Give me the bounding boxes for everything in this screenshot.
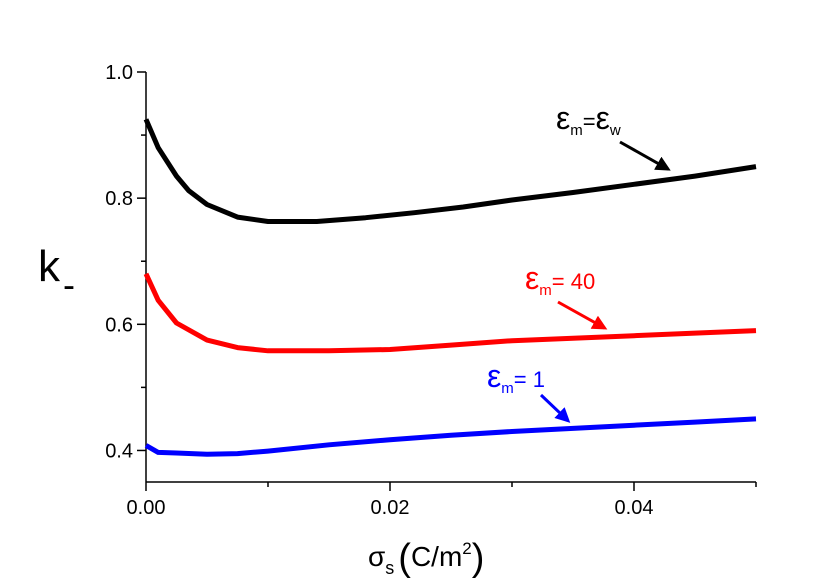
annotation-1: εm=εw [556,100,671,171]
x-axis-label-symbol: σ [368,541,385,572]
series-line-1 [143,118,757,224]
x-axis-label-paren-open: ( [398,537,411,579]
y-axis-label: k- [38,242,75,305]
x-tick-label: 0.04 [615,497,654,519]
y-tick-label: 1.0 [105,62,133,84]
x-axis-label-unit-sup: 2 [462,539,471,558]
y-tick-label: 0.6 [105,314,133,336]
annotation-epsilon: ε [525,260,539,296]
annotation-arrow [539,393,571,423]
annotation-label: εm= 1 [487,358,545,397]
annotation-subscript: m [501,380,514,397]
x-axis-label-paren-close: ) [472,537,485,579]
y-tick-label: 0.4 [105,440,133,462]
annotation-arrow [557,300,608,330]
annotation-label: εm=εw [556,100,621,139]
annotation-text: = 1 [514,367,545,392]
x-tick-label: 0.02 [371,497,410,519]
series-line-3 [144,416,757,457]
annotation-epsilon-2: ε [596,100,610,136]
y-axis-label-main: k [38,242,61,291]
annotation-subscript: m [539,282,552,299]
axes [145,72,756,483]
annotation-subscript-2: w [609,122,621,139]
annotation-2: εm= 40 [525,260,608,330]
x-tick-label: 0.00 [127,497,166,519]
series-line-2 [143,272,757,354]
annotation-arrow [619,140,671,171]
annotation-epsilon: ε [487,358,501,394]
annotation-3: εm= 1 [487,358,571,423]
annotation-subscript: m [570,122,583,139]
x-axis-label-sub: s [385,558,394,578]
series-layer [143,118,757,457]
annotation-text: = [583,109,596,134]
ticks: 0.00 0.02 0.04 0.4 0.6 0.8 1.0 [105,62,757,519]
x-axis-label-unit: C/m [411,541,462,572]
x-axis-label: σs (C/m2) [368,537,484,579]
y-axis-label-sub: - [63,264,75,305]
annotation-text: = 40 [552,269,595,294]
y-tick-label: 0.8 [105,188,133,210]
annotation-epsilon: ε [556,100,570,136]
annotation-label: εm= 40 [525,260,595,299]
